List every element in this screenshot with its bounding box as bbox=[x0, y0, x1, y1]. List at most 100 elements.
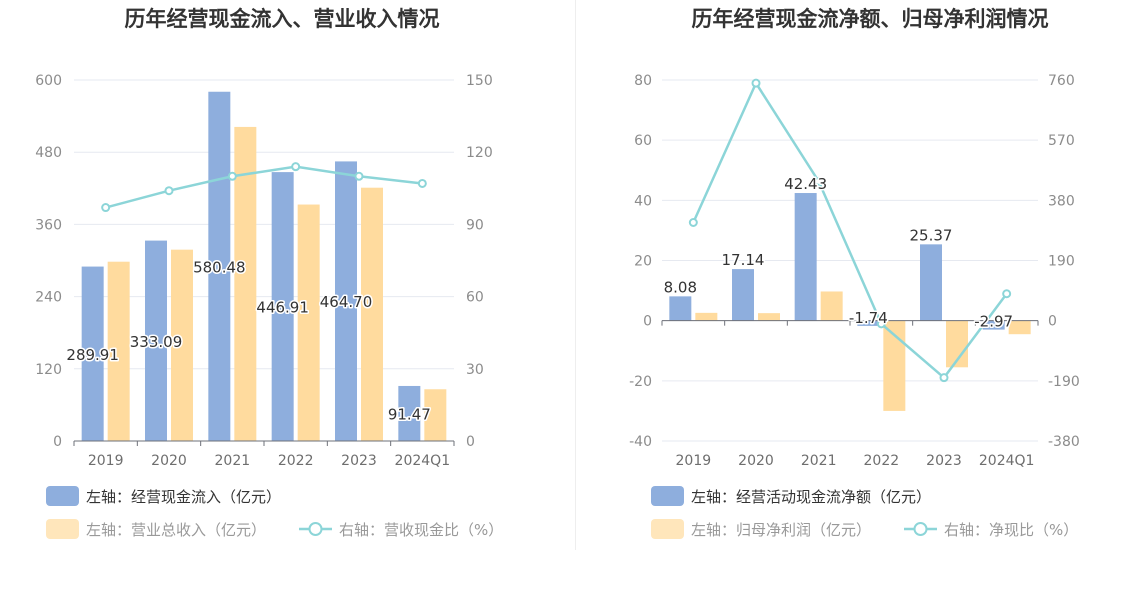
right-axis-tick-label: 190 bbox=[1048, 254, 1075, 270]
bar-primary bbox=[920, 244, 942, 321]
legend-label: 左轴：经营活动现金流净额（亿元） bbox=[691, 488, 931, 506]
line-point bbox=[688, 218, 698, 227]
left-axis-tick-label: 360 bbox=[35, 217, 62, 233]
right-axis-tick-label: 0 bbox=[1048, 314, 1057, 330]
line-point bbox=[417, 178, 427, 188]
left-axis-tick-label: -20 bbox=[629, 374, 652, 390]
x-axis-category-label: 2020 bbox=[738, 453, 774, 469]
line-point bbox=[876, 319, 886, 329]
left-axis-tick-label: 60 bbox=[634, 133, 652, 149]
bar-data-label: 17.14 bbox=[722, 251, 765, 269]
chart-net-cashflow-profit: 历年经营现金流净额、归母净利润情况 -40 -20 0 20 40 60 80 -380 -190… bbox=[576, 0, 1148, 589]
x-axis-category-label: 2022 bbox=[864, 453, 900, 469]
x-axis-category-label: 2020 bbox=[151, 453, 187, 469]
bar-primary bbox=[335, 161, 357, 441]
left-axis-tick-label: -40 bbox=[629, 434, 652, 450]
line-point bbox=[227, 171, 237, 181]
chart-cashflow-inflow-revenue: 历年经营现金流入、营业收入情况 0 120 240 360 480 600 0 30 60 90 12… bbox=[0, 0, 574, 589]
legend-label: 左轴：营业总收入（亿元） bbox=[86, 521, 266, 539]
bar-primary bbox=[81, 266, 104, 441]
bar-primary bbox=[857, 320, 880, 326]
line-point bbox=[939, 373, 949, 383]
right-axis-tick-label: 60 bbox=[466, 290, 484, 306]
x-axis-category-label: 2021 bbox=[801, 453, 837, 469]
x-axis-category-label: 2021 bbox=[215, 453, 251, 469]
bar-data-label: 42.43 bbox=[784, 175, 827, 193]
bar-secondary bbox=[946, 320, 968, 368]
right-axis-tick-label: -380 bbox=[1048, 434, 1080, 450]
bar-data-label: 91.47 bbox=[388, 405, 431, 423]
legend-swatch-bar bbox=[46, 519, 79, 539]
bar-primary bbox=[145, 240, 167, 441]
bar-data-label: 446.91 bbox=[256, 299, 309, 317]
x-axis-category-label: 2019 bbox=[676, 453, 712, 469]
bar-secondary bbox=[758, 313, 780, 321]
line-point bbox=[164, 186, 174, 196]
bar-secondary bbox=[1008, 320, 1031, 335]
bar-primary bbox=[794, 193, 817, 321]
line-point bbox=[354, 171, 364, 181]
right-axis-tick-label: -190 bbox=[1048, 374, 1080, 390]
legend-swatch-bar bbox=[46, 486, 79, 506]
bar-primary bbox=[398, 385, 421, 441]
left-axis-tick-label: 0 bbox=[53, 434, 62, 450]
legend-swatch-bar bbox=[651, 519, 684, 539]
series-line bbox=[692, 80, 1008, 380]
bar-data-label: 8.08 bbox=[664, 278, 697, 296]
left-axis-tick-label: 40 bbox=[634, 193, 652, 209]
line-point bbox=[291, 162, 301, 172]
left-axis-tick-label: 480 bbox=[35, 145, 62, 161]
bar-secondary bbox=[297, 204, 320, 441]
chart-right-svg: 历年经营现金流净额、归母净利润情况 -40 -20 0 20 40 60 80 -380 -190… bbox=[629, 7, 1080, 539]
bar-primary bbox=[982, 320, 1005, 330]
bar-primary bbox=[669, 296, 692, 321]
line-point bbox=[101, 203, 111, 213]
right-axis-tick-label: 150 bbox=[466, 73, 493, 89]
x-axis-category-label: 2019 bbox=[88, 453, 124, 469]
left-axis-tick-label: 20 bbox=[634, 254, 652, 270]
bar-data-label: 25.37 bbox=[910, 226, 953, 244]
left-axis-tick-label: 120 bbox=[35, 362, 62, 378]
bar-data-label: -2.97 bbox=[974, 313, 1013, 331]
right-axis-tick-label: 90 bbox=[466, 217, 484, 233]
x-axis-category-label: 2023 bbox=[341, 453, 377, 469]
chart-divider bbox=[575, 0, 576, 550]
bar-secondary bbox=[424, 389, 447, 441]
bar-secondary bbox=[695, 312, 718, 321]
bar-data-label: 464.70 bbox=[320, 293, 373, 311]
chart-left-svg: 历年经营现金流入、营业收入情况 0 120 240 360 480 600 0 30 60 90 12… bbox=[35, 7, 503, 539]
right-axis-tick-label: 760 bbox=[1048, 73, 1075, 89]
bar-secondary bbox=[171, 249, 193, 441]
bar-primary bbox=[732, 269, 754, 321]
bar-secondary bbox=[820, 291, 843, 321]
legend-label: 右轴：净现比（%） bbox=[944, 521, 1078, 539]
right-axis-tick-label: 0 bbox=[466, 434, 475, 450]
right-axis-tick-label: 570 bbox=[1048, 133, 1075, 149]
left-axis-tick-label: 600 bbox=[35, 73, 62, 89]
legend-label: 左轴：归母净利润（亿元） bbox=[691, 521, 871, 539]
bar-data-label: 333.09 bbox=[130, 333, 183, 351]
legend-label: 右轴：营收现金比（%） bbox=[339, 521, 503, 539]
right-axis-tick-label: 380 bbox=[1048, 193, 1075, 209]
left-axis-tick-label: 80 bbox=[634, 73, 652, 89]
x-axis-category-label: 2024Q1 bbox=[395, 453, 451, 469]
x-axis-category-label: 2024Q1 bbox=[979, 453, 1035, 469]
left-axis-tick-label: 0 bbox=[643, 314, 652, 330]
legend-label: 左轴：经营现金流入（亿元） bbox=[86, 488, 281, 506]
x-axis-category-label: 2023 bbox=[926, 453, 962, 469]
right-axis-tick-label: 120 bbox=[466, 145, 493, 161]
left-axis-tick-label: 240 bbox=[35, 290, 62, 306]
bar-primary bbox=[271, 172, 294, 442]
bar-secondary bbox=[883, 320, 906, 411]
series-line bbox=[105, 165, 423, 209]
bar-data-label: 289.91 bbox=[66, 346, 119, 364]
line-point bbox=[1002, 289, 1012, 299]
bar-data-label: 580.48 bbox=[193, 258, 246, 276]
chart-title: 历年经营现金流净额、归母净利润情况 bbox=[692, 7, 1049, 31]
legend-swatch-bar bbox=[651, 486, 684, 506]
legend-swatch-point bbox=[913, 522, 928, 536]
bar-secondary bbox=[361, 187, 383, 441]
x-axis-category-label: 2022 bbox=[278, 453, 314, 469]
bar-secondary bbox=[234, 126, 257, 442]
bar-data-label: -1.74 bbox=[849, 309, 888, 327]
